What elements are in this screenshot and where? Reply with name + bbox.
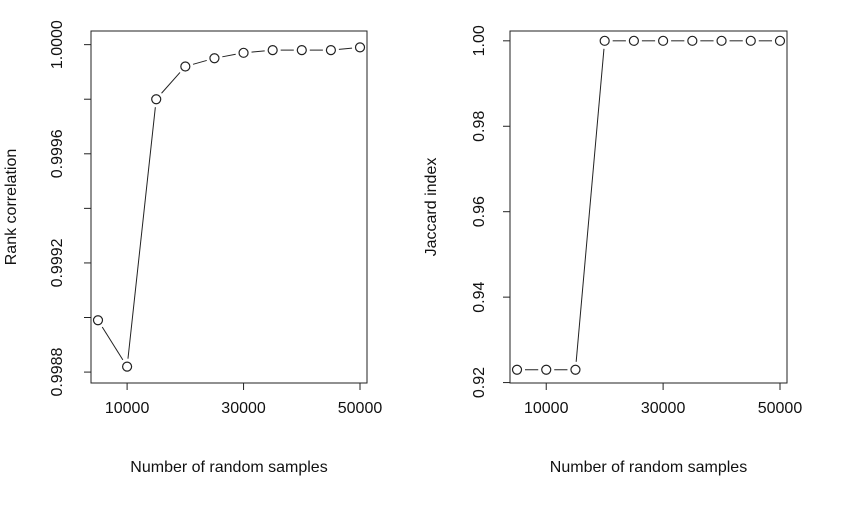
- y-tick-label: 0.98: [471, 111, 488, 142]
- data-point: [238, 47, 249, 58]
- data-point: [92, 315, 104, 326]
- series-segment: [127, 107, 156, 359]
- x-tick-label: 30000: [221, 400, 266, 417]
- data-point: [151, 94, 162, 105]
- data-point: [774, 35, 786, 46]
- series-segment: [251, 50, 265, 53]
- y-tick-label: 1.00: [471, 25, 488, 56]
- series-segment: [338, 47, 353, 50]
- y-tick-label: 0.92: [471, 367, 488, 398]
- data-point: [570, 364, 581, 375]
- jaccard-index-panel: 10000 30000 50000 0.92 0.94 0.96 0.98 1.00 Numbe…: [423, 25, 802, 476]
- x-axis-title: Number of random samples: [130, 459, 327, 476]
- y-tick-label: 0.9992: [49, 238, 66, 287]
- data-point: [354, 42, 366, 53]
- data-point: [511, 364, 523, 375]
- data-point: [180, 61, 191, 72]
- data-point: [122, 361, 133, 372]
- y-tick-label: 0.96: [471, 196, 488, 227]
- y-tick-label: 0.9988: [49, 348, 66, 397]
- plot-frame: [509, 30, 788, 384]
- series-segment: [192, 59, 207, 65]
- y-tick-label: 0.9996: [49, 129, 66, 178]
- x-tick-label: 10000: [524, 400, 569, 417]
- series-segment: [222, 53, 236, 58]
- data-point: [628, 35, 639, 46]
- data-point: [745, 35, 756, 46]
- series-segment: [161, 72, 181, 94]
- y-tick-label: 1.0000: [49, 20, 66, 69]
- data-point: [599, 35, 610, 46]
- x-axis-title: Number of random samples: [550, 459, 747, 476]
- rank-correlation-panel: 10000 30000 50000 0.9988 0.9992 0.9996 1.0000 N…: [3, 20, 382, 476]
- y-tick-label: 0.94: [471, 281, 488, 312]
- y-axis-title: Rank correlation: [3, 149, 20, 266]
- data-point: [658, 35, 669, 46]
- series-segment: [575, 48, 605, 362]
- data-point: [716, 35, 727, 46]
- plot-frame: [90, 30, 368, 384]
- data-point: [687, 35, 698, 46]
- data-point: [267, 45, 278, 56]
- x-tick-label: 10000: [105, 400, 150, 417]
- series-segment: [101, 326, 124, 361]
- x-tick-label: 50000: [338, 400, 383, 417]
- y-axis-title: Jaccard index: [423, 158, 440, 257]
- data-point: [325, 45, 336, 56]
- x-tick-label: 50000: [758, 400, 803, 417]
- x-tick-label: 30000: [641, 400, 686, 417]
- data-point: [541, 364, 552, 375]
- data-point: [209, 53, 220, 64]
- data-point: [296, 45, 307, 56]
